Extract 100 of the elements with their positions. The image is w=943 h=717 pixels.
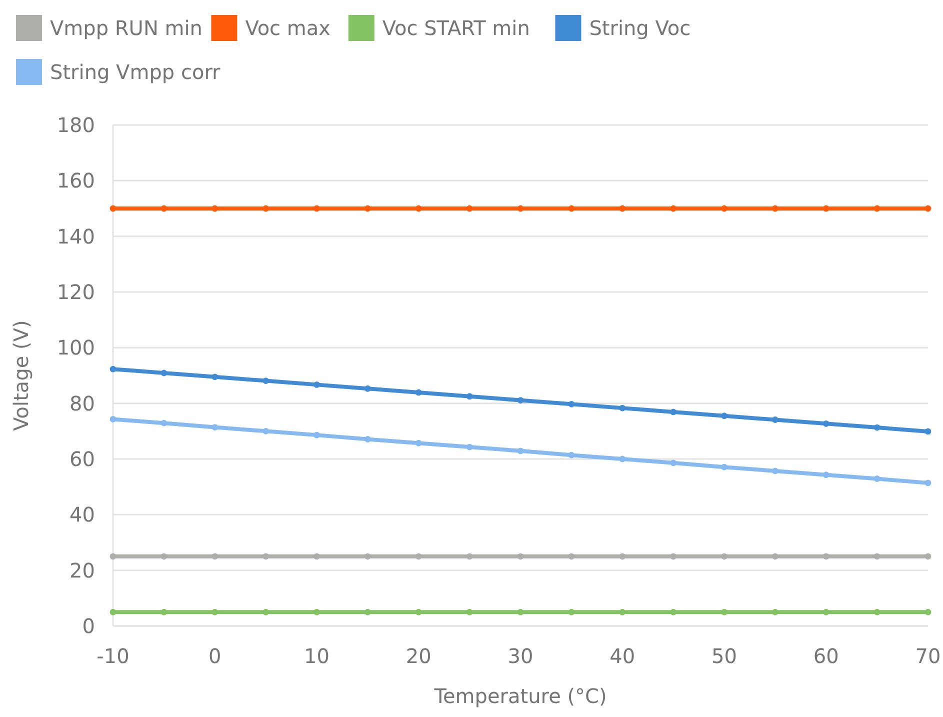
point: [415, 608, 422, 616]
point: [110, 416, 116, 422]
y-tick-label: 100: [56, 336, 95, 360]
point: [466, 205, 473, 212]
point: [262, 553, 270, 560]
x-tick-label: -10: [96, 644, 130, 668]
point: [924, 205, 932, 212]
point: [772, 553, 778, 560]
point: [670, 553, 677, 560]
point: [212, 424, 218, 430]
point: [160, 608, 168, 616]
point: [466, 444, 473, 450]
point: [924, 553, 932, 560]
point: [364, 385, 371, 392]
point: [822, 472, 830, 478]
point: [619, 456, 626, 462]
point: [619, 404, 626, 412]
point: [262, 378, 270, 384]
point: [721, 412, 728, 420]
point: [466, 553, 473, 560]
point: [568, 205, 575, 212]
point: [110, 366, 116, 372]
point: [568, 553, 575, 560]
point: [110, 205, 116, 212]
point: [721, 464, 728, 470]
x-tick-label: 0: [208, 644, 222, 668]
y-tick-label: 120: [56, 280, 95, 304]
point: [364, 205, 371, 212]
point: [415, 389, 422, 396]
y-tick-label: 40: [70, 502, 95, 527]
y-tick-label: 160: [56, 168, 95, 193]
x-tick-label: 40: [610, 644, 636, 668]
x-tick-label: 60: [813, 644, 839, 668]
point: [517, 397, 524, 404]
point: [314, 205, 320, 212]
point: [619, 553, 626, 560]
point: [212, 374, 218, 380]
point: [924, 480, 932, 486]
point: [110, 608, 116, 616]
point: [721, 608, 728, 616]
x-tick-label: 30: [508, 644, 534, 668]
point: [415, 440, 422, 446]
point: [314, 553, 320, 560]
point: [670, 205, 677, 212]
point: [874, 608, 880, 616]
y-tick-label: 140: [56, 224, 95, 248]
point: [670, 608, 677, 616]
point: [262, 428, 270, 434]
point: [364, 608, 371, 616]
point: [874, 205, 880, 212]
point: [670, 408, 677, 416]
point: [822, 608, 830, 616]
point: [415, 553, 422, 560]
point: [160, 205, 168, 212]
point: [314, 608, 320, 616]
x-tick-label: 70: [915, 644, 941, 668]
point: [517, 448, 524, 454]
point: [924, 428, 932, 435]
point: [568, 400, 575, 408]
legend-label: String Vmpp corr: [50, 60, 222, 84]
point: [874, 553, 880, 560]
point: [568, 452, 575, 458]
point: [314, 381, 320, 388]
point: [772, 416, 778, 423]
point: [772, 205, 778, 212]
y-tick-label: 60: [70, 447, 95, 471]
point: [822, 205, 830, 212]
legend-label: String Voc: [589, 16, 691, 40]
point: [160, 420, 168, 426]
x-tick-label: 50: [712, 644, 737, 668]
point: [670, 460, 677, 466]
point: [364, 436, 371, 442]
x-tick-label: 10: [304, 644, 330, 668]
point: [110, 553, 116, 560]
point: [619, 608, 626, 616]
point: [466, 393, 473, 400]
point: [822, 420, 830, 427]
point: [314, 432, 320, 438]
point: [772, 608, 778, 616]
x-tick-label: 20: [406, 644, 432, 668]
legend-label: Voc max: [245, 16, 331, 40]
point: [822, 553, 830, 560]
point: [262, 608, 270, 616]
point: [160, 553, 168, 560]
legend-label: Voc START min: [382, 16, 530, 40]
point: [262, 205, 270, 212]
point: [212, 205, 218, 212]
point: [924, 608, 932, 616]
point: [568, 608, 575, 616]
point: [517, 205, 524, 212]
point: [772, 468, 778, 474]
point: [415, 205, 422, 212]
point: [517, 553, 524, 560]
point: [212, 553, 218, 560]
y-tick-label: 0: [82, 614, 95, 638]
point: [160, 370, 168, 376]
point: [721, 205, 728, 212]
point: [364, 553, 371, 560]
y-tick-label: 180: [56, 113, 95, 137]
x-axis-title: Temperature (°C): [433, 684, 607, 708]
